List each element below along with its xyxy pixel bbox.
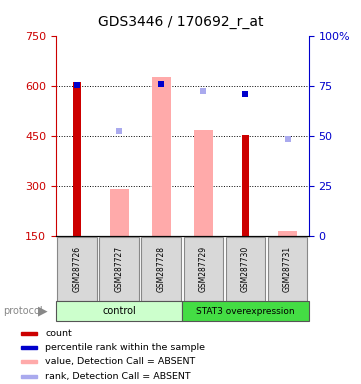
Text: GSM287726: GSM287726	[73, 246, 82, 292]
Bar	[21, 361, 37, 363]
Bar	[183, 237, 223, 301]
Bar	[226, 237, 265, 301]
Text: GSM287727: GSM287727	[115, 246, 123, 292]
Bar	[278, 231, 297, 236]
Bar	[21, 346, 37, 349]
Bar	[182, 301, 309, 321]
Bar	[73, 83, 81, 236]
Bar	[142, 237, 181, 301]
Text: GDS3446 / 170692_r_at: GDS3446 / 170692_r_at	[98, 15, 263, 29]
Text: GSM287728: GSM287728	[157, 246, 166, 292]
Text: GSM287731: GSM287731	[283, 246, 292, 292]
Bar	[242, 135, 249, 236]
Bar	[268, 237, 307, 301]
Text: ▶: ▶	[38, 305, 48, 318]
Bar	[21, 332, 37, 335]
Text: count: count	[45, 329, 72, 338]
Bar	[21, 375, 37, 378]
Text: protocol: protocol	[4, 306, 43, 316]
Text: percentile rank within the sample: percentile rank within the sample	[45, 343, 205, 352]
Text: GSM287730: GSM287730	[241, 246, 250, 292]
Bar	[99, 237, 139, 301]
Bar	[110, 189, 129, 236]
Text: GSM287729: GSM287729	[199, 246, 208, 292]
Text: STAT3 overexpression: STAT3 overexpression	[196, 306, 295, 316]
Bar	[57, 237, 97, 301]
Text: rank, Detection Call = ABSENT: rank, Detection Call = ABSENT	[45, 372, 191, 381]
Bar	[56, 301, 182, 321]
Bar	[152, 77, 171, 236]
Bar	[194, 130, 213, 236]
Text: control: control	[102, 306, 136, 316]
Text: value, Detection Call = ABSENT: value, Detection Call = ABSENT	[45, 358, 196, 366]
